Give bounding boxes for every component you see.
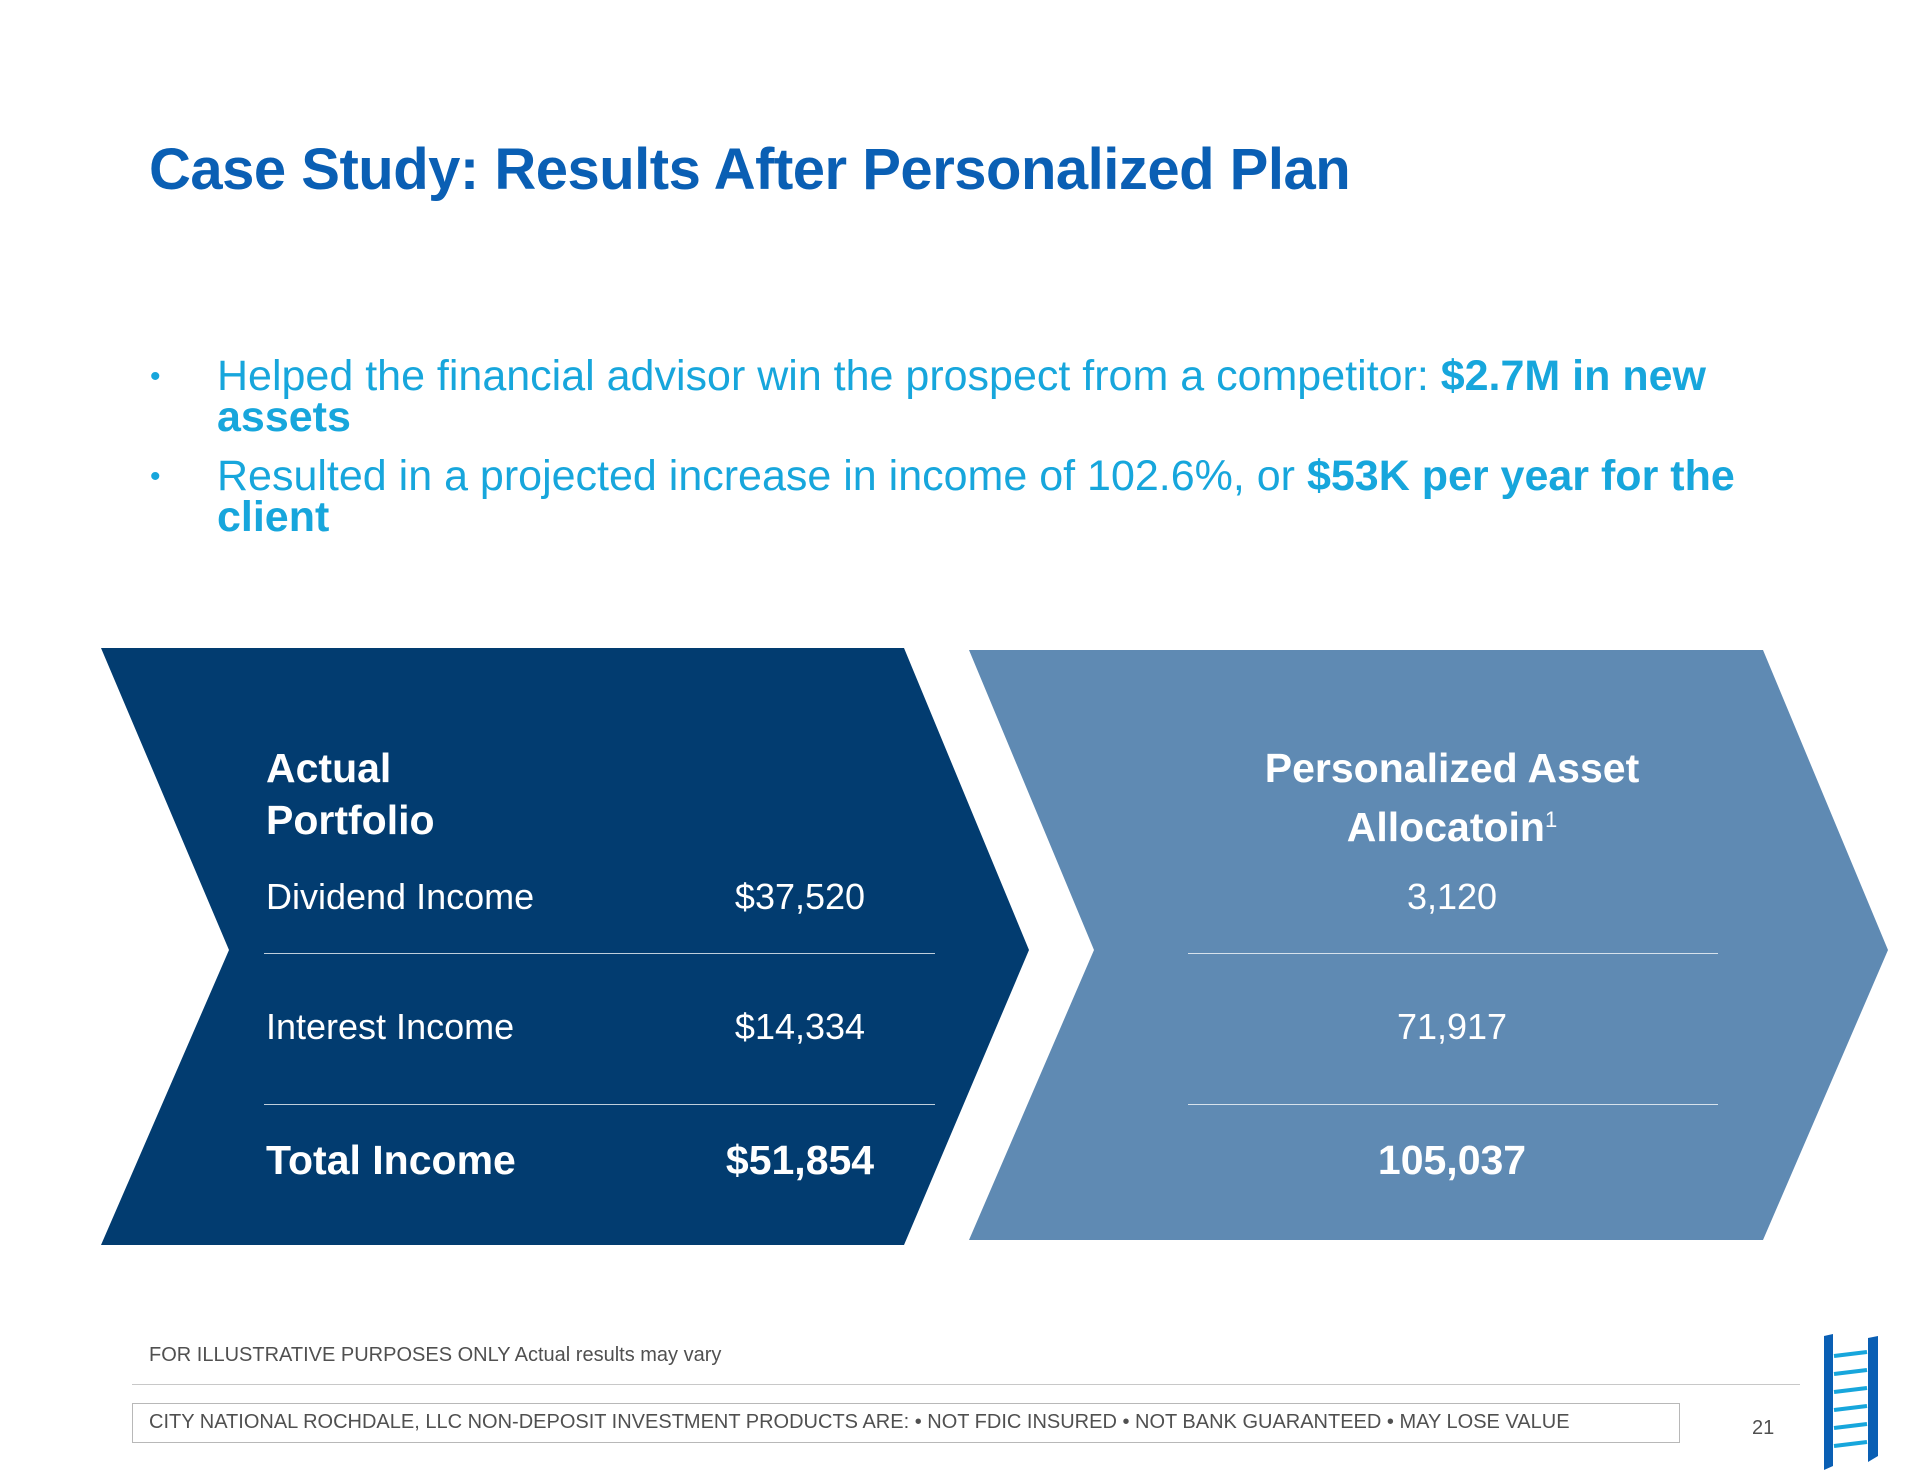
dividend-income-label: Dividend Income [266, 876, 535, 917]
personalized-heading-text: Allocatoin [1346, 804, 1545, 850]
footnote-marker: 1 [1544, 807, 1558, 832]
row-divider [264, 1104, 935, 1105]
bullet-emphasis: $53K per year for the client [217, 452, 1735, 541]
total-income-label: Total Income [266, 1137, 516, 1183]
bullet-dot-icon: • [150, 360, 161, 393]
personalized-heading: Personalized Asset Allocatoin1 [1152, 742, 1752, 853]
personalized-heading-line2: Allocatoin1 [1152, 794, 1752, 853]
interest-income-label: Interest Income [266, 1006, 515, 1047]
illustrative-note: FOR ILLUSTRATIVE PURPOSES ONLY Actual re… [149, 1344, 722, 1366]
actual-portfolio-chevron [101, 648, 1029, 1245]
total-income-value: $51,854 [725, 1137, 875, 1183]
row-divider [1188, 1104, 1718, 1105]
actual-heading-line2: Portfolio [266, 797, 435, 843]
personalized-heading-line1: Personalized Asset [1264, 745, 1640, 791]
bullet-text: Helped the financial advisor win the pro… [217, 352, 1441, 400]
personalized-dividend-value: 3,120 [1406, 876, 1498, 917]
bullet-list: • Helped the financial advisor win the p… [140, 355, 1780, 556]
bullet-emphasis: $2.7M in new assets [217, 352, 1706, 441]
slide-title: Case Study: Results After Personalized P… [149, 137, 1351, 202]
row-divider [1188, 953, 1718, 954]
row-divider [264, 953, 935, 954]
ladder-logo-icon [1824, 1334, 1878, 1470]
disclaimer-box: CITY NATIONAL ROCHDALE, LLC NON-DEPOSIT … [132, 1403, 1680, 1443]
actual-heading: Actual Portfolio [266, 742, 435, 846]
page-number: 21 [1752, 1417, 1775, 1439]
interest-income-value: $14,334 [734, 1006, 866, 1047]
actual-heading-line1: Actual [266, 745, 392, 791]
footer-divider [132, 1384, 1800, 1385]
personalized-allocation-chevron [969, 650, 1888, 1240]
bullet-item: • Resulted in a projected increase in in… [140, 455, 1780, 539]
bullet-item: • Helped the financial advisor win the p… [140, 355, 1780, 439]
bullet-dot-icon: • [150, 460, 161, 493]
personalized-interest-value: 71,917 [1396, 1006, 1508, 1047]
bullet-text: Resulted in a projected increase in inco… [217, 452, 1307, 500]
personalized-total-value: 105,037 [1377, 1137, 1527, 1183]
dividend-income-value: $37,520 [734, 876, 866, 917]
